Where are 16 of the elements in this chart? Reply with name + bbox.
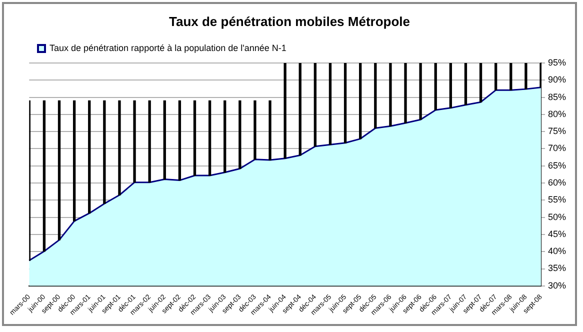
y-tick-label: 45% bbox=[548, 228, 566, 239]
y-tick-label: 65% bbox=[548, 160, 566, 170]
chart-title: Taux de pénétration mobiles Métropole bbox=[168, 14, 411, 29]
y-tick-label: 60% bbox=[548, 178, 566, 188]
y-tick-label: 85% bbox=[548, 92, 566, 102]
y-tick-label: 50% bbox=[548, 212, 566, 222]
y-tick-label: 75% bbox=[548, 126, 566, 136]
y-tick-label: 80% bbox=[548, 108, 566, 119]
legend-label: Taux de pénétration rapporté à la population de l'année N-1 bbox=[50, 42, 286, 53]
y-tick-label: 95% bbox=[548, 57, 566, 68]
y-tick-label: 55% bbox=[548, 194, 566, 205]
y-tick-label: 30% bbox=[548, 280, 566, 290]
y-tick-label: 40% bbox=[548, 246, 566, 256]
y-tick-label: 70% bbox=[548, 143, 566, 154]
y-tick-label: 90% bbox=[548, 74, 566, 85]
y-tick-label: 35% bbox=[548, 263, 566, 274]
